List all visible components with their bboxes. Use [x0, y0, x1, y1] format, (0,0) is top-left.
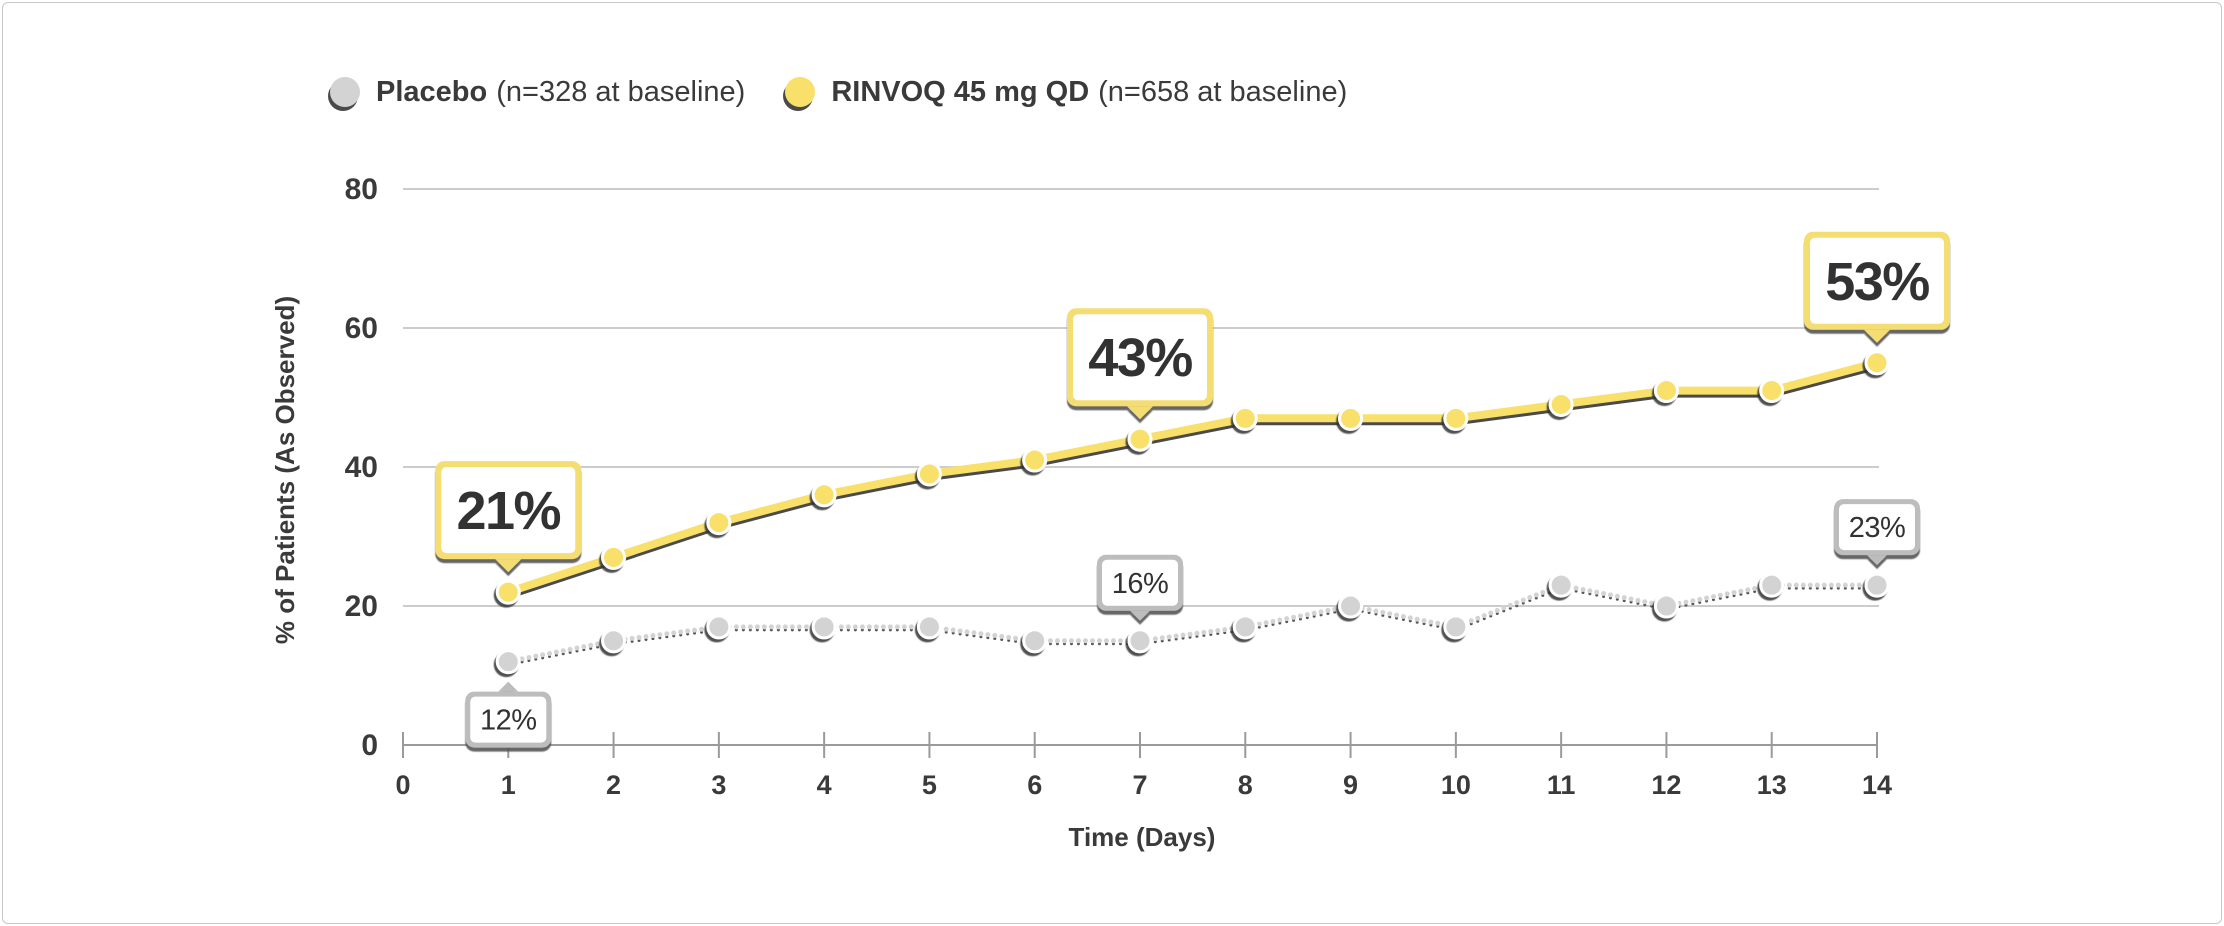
callout-pointer — [1864, 329, 1890, 343]
callout-label: 16% — [1112, 568, 1169, 600]
rinvoq-point-day-8 — [1232, 405, 1258, 431]
x-tick-label-2: 2 — [606, 770, 621, 800]
callout-inner — [470, 696, 547, 743]
placebo-point-day-11 — [1548, 572, 1574, 598]
rinvoq-point-day-5 — [916, 461, 942, 487]
legend-name-placebo: Placebo — [376, 75, 488, 108]
rinvoq-marker-icon — [785, 77, 816, 107]
callout-12pct: 12% — [465, 681, 552, 748]
callout-23pct: 23% — [1834, 499, 1920, 566]
placebo-point-day-4 — [811, 614, 837, 640]
rinvoq-point-day-7 — [1127, 426, 1153, 452]
callout-label: 21% — [456, 481, 560, 541]
x-tick-label-12: 12 — [1651, 770, 1681, 800]
rinvoq-point-day-13 — [1759, 378, 1785, 404]
rinvoq-point-day-11 — [1548, 391, 1574, 417]
callout-16pct: 16% — [1097, 554, 1183, 621]
callout-pointer — [1130, 610, 1150, 621]
rinvoq-point-day-3 — [706, 510, 732, 536]
callout-label: 23% — [1849, 512, 1906, 544]
placebo-line-shadow — [506, 586, 1879, 667]
y-tick-label-80: 80 — [345, 173, 378, 206]
x-tick-label-0: 0 — [395, 770, 410, 800]
legend-item-rinvoq: RINVOQ 45 mg QD (n=658 at baseline) — [785, 76, 1347, 109]
callout-inner — [441, 467, 576, 554]
y-tick-label-20: 20 — [345, 590, 378, 623]
x-tick-label-11: 11 — [1547, 770, 1576, 800]
callout-label: 53% — [1825, 252, 1929, 312]
placebo-point-day-9 — [1338, 593, 1364, 619]
callout-inner — [1839, 504, 1915, 551]
rinvoq-point-day-10 — [1443, 405, 1469, 431]
placebo-point-day-13 — [1759, 572, 1785, 598]
x-tick-label-1: 1 — [501, 770, 516, 800]
rinvoq-line — [507, 358, 1879, 596]
placebo-point-day-5 — [916, 614, 942, 640]
x-tick-label-13: 13 — [1757, 770, 1787, 800]
callout-inner — [1073, 314, 1207, 401]
x-tick-label-3: 3 — [711, 770, 726, 800]
rinvoq-point-day-14 — [1864, 350, 1890, 376]
callout-43pct: 43% — [1067, 308, 1213, 420]
placebo-point-day-10 — [1443, 614, 1469, 640]
callout-pointer — [1127, 406, 1153, 420]
callout-53pct: 53% — [1804, 231, 1950, 343]
y-axis-label: % of Patients (As Observed) — [270, 296, 300, 644]
callout-21pct: 21% — [435, 461, 582, 573]
placebo-point-day-14 — [1864, 572, 1890, 598]
y-tick-label-40: 40 — [345, 451, 378, 484]
legend-detail-rinvoq: (n=658 at baseline) — [1098, 75, 1348, 108]
placebo-point-day-1 — [495, 649, 521, 675]
y-tick-label-60: 60 — [345, 312, 378, 345]
callout-pointer — [498, 681, 519, 692]
rinvoq-point-day-1 — [495, 579, 521, 605]
rinvoq-point-day-12 — [1653, 378, 1679, 404]
rinvoq-point-day-9 — [1338, 405, 1364, 431]
callout-inner — [1102, 559, 1178, 606]
callout-label: 43% — [1088, 328, 1192, 388]
x-tick-label-9: 9 — [1343, 770, 1358, 800]
x-tick-label-6: 6 — [1027, 770, 1042, 800]
placebo-point-day-3 — [706, 614, 732, 640]
legend-item-placebo: Placebo (n=328 at baseline) — [330, 76, 745, 109]
x-tick-label-8: 8 — [1238, 770, 1253, 800]
x-tick-label-5: 5 — [922, 770, 937, 800]
placebo-marker-icon — [330, 77, 360, 107]
placebo-point-day-7 — [1127, 628, 1153, 654]
legend-name-rinvoq: RINVOQ 45 mg QD — [831, 75, 1090, 108]
rinvoq-point-day-2 — [601, 544, 627, 570]
placebo-point-day-6 — [1022, 628, 1048, 654]
callout-label: 12% — [480, 705, 537, 737]
rinvoq-point-day-4 — [811, 482, 837, 508]
y-tick-label-0: 0 — [361, 729, 378, 762]
x-tick-label-10: 10 — [1441, 770, 1471, 800]
legend-detail-placebo: (n=328 at baseline) — [496, 75, 746, 108]
placebo-point-day-2 — [601, 628, 627, 654]
callout-inner — [1810, 237, 1944, 324]
rinvoq-point-day-6 — [1022, 447, 1048, 473]
callout-pointer — [1867, 555, 1887, 566]
callout-pointer — [495, 559, 522, 573]
placebo-point-day-12 — [1653, 593, 1679, 619]
placebo-point-day-8 — [1232, 614, 1258, 640]
x-axis-label: Time (Days) — [1069, 822, 1216, 852]
x-tick-label-4: 4 — [817, 770, 832, 800]
legend: Placebo (n=328 at baseline) RINVOQ 45 mg… — [330, 70, 1387, 114]
x-tick-label-7: 7 — [1132, 770, 1147, 800]
x-tick-label-14: 14 — [1862, 770, 1892, 800]
placebo-line — [505, 582, 1880, 665]
